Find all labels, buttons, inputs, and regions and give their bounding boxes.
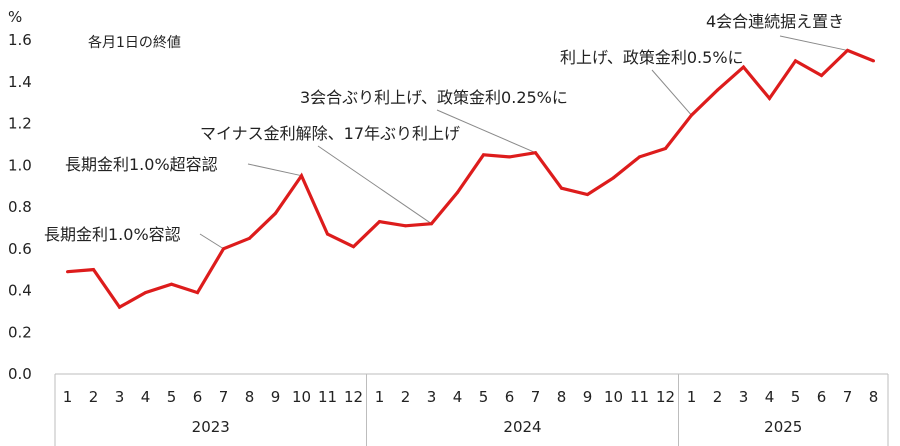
data-point (872, 59, 875, 63)
data-point (742, 65, 745, 69)
data-point (586, 192, 589, 196)
x-tick-label: 7 (843, 388, 853, 406)
y-tick-label: 1.6 (8, 31, 32, 49)
year-label: 2025 (764, 418, 802, 436)
y-unit-label: % (8, 8, 22, 26)
x-tick-label: 12 (656, 388, 675, 406)
data-point (664, 147, 667, 151)
axis-layer: 0.00.20.40.60.81.01.21.41.61 2 3 4 5 6 7 8 9 10 11… (8, 31, 889, 446)
data-point (846, 48, 849, 52)
data-point (300, 174, 303, 178)
data-point (326, 232, 329, 236)
annotation-leader (779, 35, 848, 51)
x-tick-label: 1 (375, 388, 385, 406)
data-point (144, 291, 147, 295)
data-point (222, 247, 225, 251)
y-tick-label: 0.2 (8, 323, 32, 341)
data-point (482, 153, 485, 157)
annotation-leader (651, 69, 692, 116)
data-point (820, 73, 823, 77)
x-tick-label: 7 (219, 388, 229, 406)
data-point (66, 270, 69, 274)
x-tick-label: 9 (583, 388, 593, 406)
data-point (430, 222, 433, 226)
x-tick-label: 3 (115, 388, 125, 406)
annotation-label: 3会合ぶり利上げ、政策金利0.25%に (300, 88, 568, 107)
data-point (560, 186, 563, 190)
x-tick-label: 5 (791, 388, 801, 406)
x-tick-label: 12 (344, 388, 363, 406)
annotation-label: 利上げ、政策金利0.5%に (560, 48, 744, 67)
series-layer (66, 48, 875, 310)
x-tick-label: 10 (292, 388, 311, 406)
annotation-leader (247, 163, 302, 177)
data-point (352, 245, 355, 249)
data-point (274, 211, 277, 215)
x-tick-label: 4 (453, 388, 463, 406)
annotation-label: 長期金利1.0%容認 (44, 225, 181, 244)
x-tick-label: 8 (869, 388, 879, 406)
x-tick-label: 9 (271, 388, 281, 406)
x-tick-label: 6 (193, 388, 203, 406)
y-tick-label: 1.4 (8, 73, 32, 91)
x-tick-label: 10 (604, 388, 623, 406)
note-label: 各月1日の終値 (88, 35, 181, 51)
data-point (248, 236, 251, 240)
x-tick-label: 6 (817, 388, 827, 406)
year-label: 2023 (192, 418, 230, 436)
x-tick-label: 4 (765, 388, 775, 406)
data-point (534, 151, 537, 155)
data-point (118, 305, 121, 309)
x-tick-label: 1 (687, 388, 697, 406)
x-tick-label: 2 (713, 388, 723, 406)
data-point (690, 113, 693, 117)
annotation-leader (199, 233, 224, 250)
data-point (794, 59, 797, 63)
data-point (170, 282, 173, 286)
data-point (196, 291, 199, 295)
data-point (768, 96, 771, 100)
data-point (456, 190, 459, 194)
year-label: 2024 (503, 418, 541, 436)
x-tick-label: 5 (167, 388, 177, 406)
y-tick-label: 0.4 (8, 282, 32, 300)
annotation-label: 4会合連続据え置き (706, 12, 844, 31)
x-tick-label: 3 (739, 388, 749, 406)
x-tick-label: 1 (63, 388, 73, 406)
x-tick-label: 11 (318, 388, 337, 406)
annotation-leader-layer (199, 35, 848, 250)
x-tick-label: 8 (245, 388, 255, 406)
x-tick-label: 11 (630, 388, 649, 406)
data-point (92, 268, 95, 272)
y-tick-label: 0.8 (8, 198, 32, 216)
y-tick-label: 0.0 (8, 365, 32, 383)
data-point (638, 155, 641, 159)
data-point (612, 176, 615, 180)
annotation-leader (317, 145, 432, 225)
x-tick-label: 6 (505, 388, 515, 406)
x-tick-label: 3 (427, 388, 437, 406)
data-point (404, 224, 407, 228)
data-point (716, 88, 719, 92)
annotation-leader (436, 109, 536, 154)
annotation-label: 長期金利1.0%超容認 (65, 155, 218, 174)
x-tick-label: 8 (557, 388, 567, 406)
y-tick-label: 1.0 (8, 156, 32, 174)
series-line (67, 48, 875, 310)
x-tick-label: 2 (89, 388, 99, 406)
data-point (508, 155, 511, 159)
x-tick-label: 4 (141, 388, 151, 406)
x-tick-label: 2 (401, 388, 411, 406)
data-point (378, 220, 381, 224)
annotation-label: マイナス金利解除、17年ぶり利上げ (200, 124, 460, 143)
y-tick-label: 0.6 (8, 240, 32, 258)
x-tick-label: 7 (531, 388, 541, 406)
y-tick-label: 1.2 (8, 115, 32, 133)
x-tick-label: 5 (479, 388, 489, 406)
